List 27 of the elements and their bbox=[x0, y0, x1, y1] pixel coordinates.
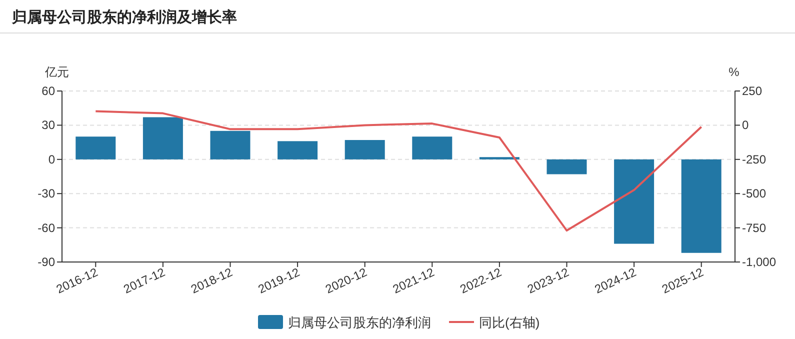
y-tick-label: -60 bbox=[38, 220, 56, 235]
y2-tick-label: 250 bbox=[742, 84, 762, 98]
y2-tick-label: 0 bbox=[742, 118, 749, 132]
legend-label: 归属母公司股东的净利润 bbox=[288, 315, 431, 330]
y-tick-label: 0 bbox=[48, 152, 56, 166]
y-tick-label: -90 bbox=[38, 255, 56, 269]
line-series bbox=[94, 110, 702, 232]
bar bbox=[278, 141, 318, 160]
bar bbox=[142, 117, 183, 160]
y-axis-title: 亿元 bbox=[44, 65, 69, 79]
y-tick-label: 60 bbox=[42, 84, 56, 98]
y-tick-label: -30 bbox=[38, 186, 56, 201]
legend-label: 同比(右轴) bbox=[479, 315, 540, 330]
bar bbox=[546, 159, 587, 174]
y2-tick-label: -500 bbox=[742, 186, 766, 201]
y2-axis-title: % bbox=[728, 65, 740, 79]
bar bbox=[210, 130, 250, 160]
chart-title: 归属母公司股东的净利润及增长率 bbox=[11, 8, 237, 26]
bar bbox=[412, 136, 452, 160]
bar bbox=[681, 159, 722, 253]
y-tick-label: 30 bbox=[42, 118, 56, 132]
bar bbox=[344, 140, 385, 160]
y2-tick-label: -1,000 bbox=[742, 255, 776, 269]
bar bbox=[614, 159, 654, 244]
bar bbox=[76, 136, 116, 160]
y2-tick-label: -750 bbox=[742, 220, 766, 235]
y2-tick-label: -250 bbox=[742, 152, 766, 166]
